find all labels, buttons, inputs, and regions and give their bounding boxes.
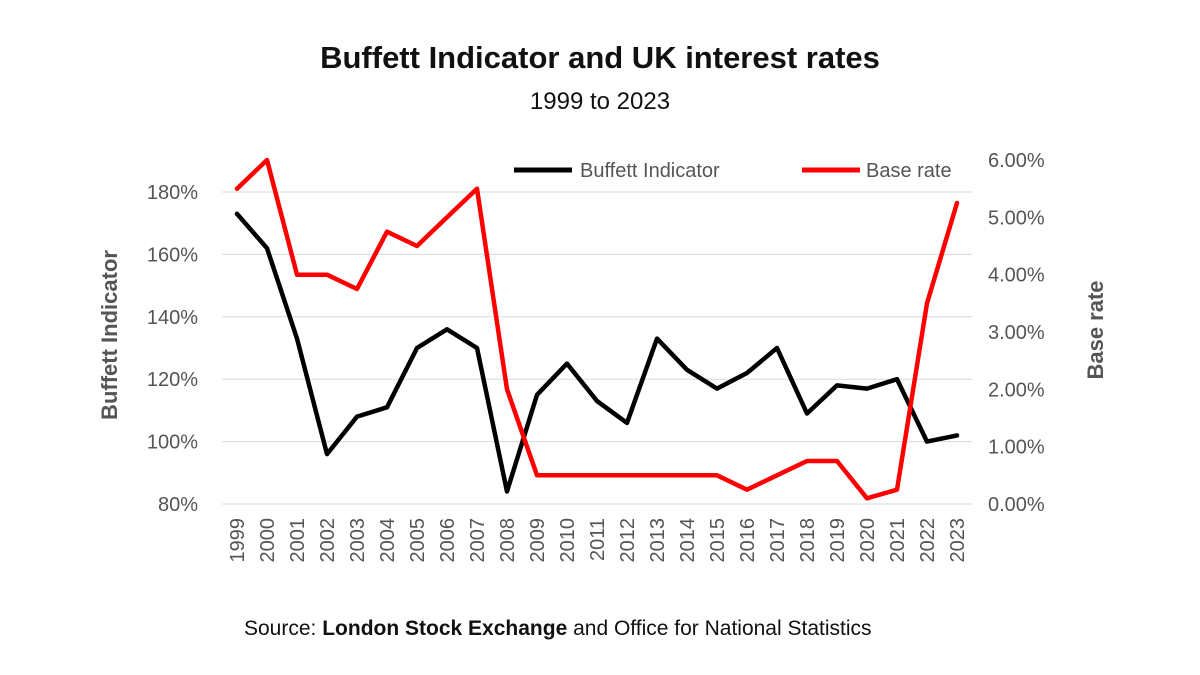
x-tick-label: 2009 [527,518,549,563]
y2-tick-label: 0.00% [988,494,1045,516]
x-axis-ticks: 1999 2000 2001 2002 2003 2004 2005 2006 2007 2008… [227,518,969,563]
y2-tick-label: 5.00% [988,207,1045,229]
y-tick-label: 80% [158,494,198,516]
y-tick-label: 120% [147,369,198,391]
y2-tick-label: 1.00% [988,437,1045,459]
x-tick-label: 1999 [227,518,249,563]
y-axis-title: Buffett Indicator [97,250,122,420]
x-tick-label: 2011 [587,518,609,561]
x-tick-label: 2015 [707,518,729,563]
source-note: Source: London Stock Exchange and Office… [244,617,872,641]
legend-label: Buffett Indicator [580,160,720,182]
x-tick-label: 2014 [677,518,699,563]
x-tick-label: 2003 [347,518,369,563]
x-tick-label: 2005 [407,518,429,563]
x-tick-label: 2008 [497,518,519,563]
x-tick-label: 2019 [827,518,849,563]
legend-label: Base rate [866,160,952,182]
x-tick-label: 2012 [617,518,639,563]
y-tick-label: 180% [147,182,198,204]
y-tick-label: 160% [147,244,198,266]
buffett-indicator-line [234,211,960,494]
x-tick-label: 2000 [257,518,279,563]
x-tick-label: 2006 [437,518,459,563]
y2-tick-label: 6.00% [988,150,1045,172]
y-tick-label: 100% [147,432,198,454]
x-tick-label: 2020 [857,518,879,563]
source-suffix: and Office for National Statistics [567,617,872,640]
y2-tick-label: 3.00% [988,322,1045,344]
x-tick-label: 2016 [737,518,759,563]
x-tick-label: 2007 [467,518,489,563]
x-tick-label: 2023 [947,518,969,563]
base-rate-line [234,157,960,501]
y-tick-label: 140% [147,307,198,329]
x-tick-label: 2002 [317,518,339,563]
x-tick-label: 2010 [557,518,579,563]
y2-tick-label: 2.00% [988,379,1045,401]
y2-axis-title: Base rate [1083,280,1108,379]
chart-subtitle: 1999 to 2023 [529,88,671,115]
y-axis-ticks: 80% 100% 120% 140% 160% 180% [147,182,198,516]
x-tick-label: 2001 [287,518,309,563]
legend: Buffett Indicator Base rate [514,160,952,182]
chart-title: Buffett Indicator and UK interest rates [320,40,880,75]
gridlines [222,191,972,505]
x-tick-label: 2022 [917,518,939,563]
y2-axis-ticks: 0.00% 1.00% 2.00% 3.00% 4.00% 5.00% 6.00% [988,150,1045,516]
series-lines [234,157,960,501]
x-tick-label: 2018 [797,518,819,563]
y2-tick-label: 4.00% [988,265,1045,287]
x-tick-label: 2021 [887,518,909,563]
x-tick-label: 2017 [767,518,789,563]
x-tick-label: 2013 [647,518,669,563]
source-bold: London Stock Exchange [322,617,568,640]
source-prefix: Source: [244,617,323,640]
x-tick-label: 2004 [377,518,399,563]
